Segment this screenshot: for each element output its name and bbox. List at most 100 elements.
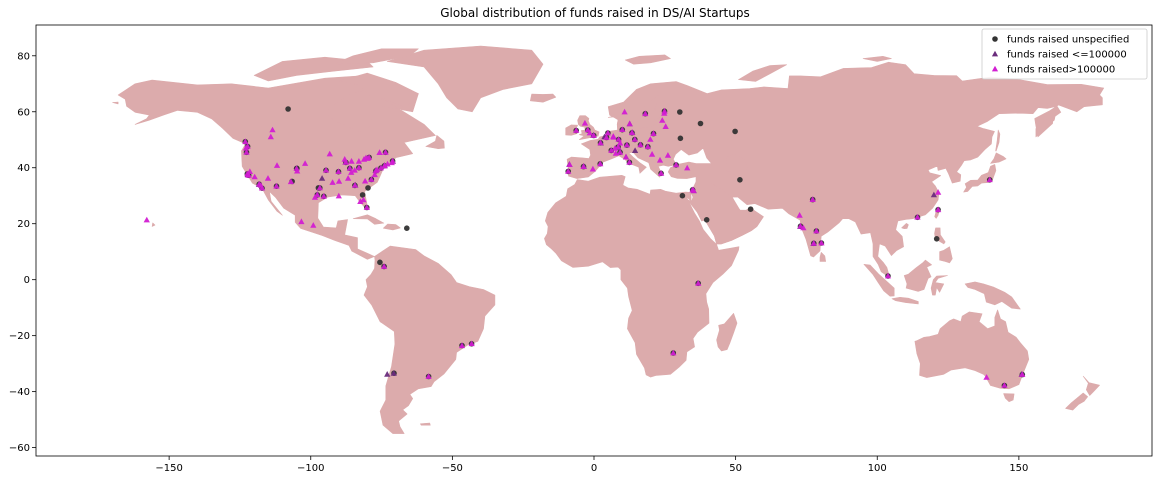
y-tick-label-3: 0 (24, 275, 30, 286)
point-2-125 (335, 192, 342, 199)
landmass-sri-lanka (819, 252, 827, 262)
point-2-89 (658, 170, 665, 176)
legend: funds raised unspecified funds raised <=1… (981, 28, 1148, 80)
y-tick-label-5: 40 (17, 163, 30, 174)
landmass-hispaniola (382, 223, 401, 231)
point-2-114 (348, 169, 355, 175)
point-0-9 (285, 106, 291, 112)
point-2-94 (670, 349, 677, 356)
point-2-72 (621, 108, 628, 115)
point-0-85 (732, 128, 738, 135)
point-2-99 (813, 227, 820, 234)
point-2-43 (425, 373, 432, 379)
landmass-svalbard (624, 54, 671, 65)
point-2-51 (573, 127, 580, 133)
point-2-115 (345, 175, 352, 181)
legend-marker-1 (991, 50, 999, 57)
point-2-88 (566, 161, 573, 167)
landmass-baltic-scandinavia (607, 95, 678, 130)
point-2-26 (362, 177, 369, 184)
point-2-83 (622, 153, 630, 160)
landmass-africa (544, 175, 740, 378)
point-2-118 (341, 156, 348, 162)
point-1-22 (384, 371, 391, 377)
landmass-madagascar (716, 312, 738, 352)
point-2-45 (468, 340, 475, 347)
point-2-121 (360, 196, 367, 203)
point-0-56 (677, 135, 684, 142)
point-2-73 (626, 120, 633, 127)
point-2-87 (565, 168, 572, 174)
point-2-22 (355, 158, 362, 164)
landmass-alaska-islands (112, 101, 119, 105)
point-2-54 (603, 134, 610, 140)
y-tick-label-6: 60 (17, 107, 30, 118)
point-0-23 (359, 192, 366, 198)
point-2-29 (373, 166, 381, 173)
legend-marker-2 (991, 65, 999, 72)
point-0-86 (365, 185, 371, 191)
point-2-95 (695, 280, 702, 286)
landmass-java (891, 296, 919, 305)
x-tick-label-5: 100 (868, 463, 887, 474)
point-2-62 (616, 139, 624, 146)
point-2-66 (631, 136, 638, 142)
point-2-79 (648, 151, 656, 157)
point-2-107 (986, 176, 993, 183)
point-2-25 (363, 204, 370, 210)
point-2-49 (586, 129, 593, 136)
point-2-8 (273, 162, 281, 168)
legend-label-0: funds raised unspecified (1007, 35, 1129, 46)
point-0-57 (697, 120, 704, 127)
landmass-sumatra (863, 263, 895, 297)
legend-label-2: funds raised>100000 (1007, 65, 1115, 76)
point-2-64 (610, 133, 617, 140)
point-2-9 (264, 175, 272, 181)
point-0-32 (377, 259, 383, 266)
landmass-cuba (352, 214, 385, 225)
point-2-128 (257, 182, 264, 188)
point-2-12 (294, 167, 301, 174)
landmass-borneo (903, 259, 932, 292)
landmass-arabia-fill (690, 181, 764, 245)
point-2-124 (329, 179, 336, 185)
point-1-20 (390, 370, 397, 376)
point-2-36 (376, 149, 383, 155)
point-2-91 (684, 164, 691, 171)
point-2-57 (611, 145, 619, 151)
point-2-21 (346, 165, 353, 171)
landmass-tasmania (1003, 393, 1015, 403)
point-2-119 (348, 158, 355, 164)
y-tick-label-7: 80 (17, 51, 30, 62)
point-2-44 (458, 342, 466, 349)
y-tick-label-1: −40 (9, 387, 30, 398)
point-2-52 (597, 139, 604, 146)
point-2-59 (623, 141, 630, 148)
point-2-24 (351, 182, 359, 188)
point-2-38 (267, 133, 274, 140)
landmass-hokkaido (990, 152, 1007, 164)
point-2-14 (316, 184, 323, 191)
chart-title: Global distribution of funds raised in D… (440, 6, 750, 20)
point-2-74 (659, 117, 666, 123)
point-2-131 (242, 144, 249, 151)
point-2-17 (326, 150, 333, 157)
point-2-65 (637, 141, 644, 148)
point-2-76 (661, 110, 668, 116)
landmass-nz-south (1065, 392, 1088, 411)
point-2-55 (608, 147, 615, 153)
x-tick-label-1: −100 (297, 463, 324, 474)
point-1-13 (631, 147, 639, 153)
point-2-39 (269, 126, 276, 133)
point-0-31 (404, 225, 410, 231)
point-2-130 (251, 173, 258, 180)
landmass-ellesmere (333, 48, 419, 65)
point-2-6 (242, 138, 249, 145)
x-tick-label-3: 0 (591, 463, 597, 474)
landmass-hawaii (151, 222, 156, 227)
point-2-82 (612, 150, 619, 156)
point-2-113 (362, 154, 370, 161)
point-2-93 (690, 187, 697, 194)
point-2-37 (382, 149, 389, 155)
landmass-greenland (386, 45, 544, 113)
